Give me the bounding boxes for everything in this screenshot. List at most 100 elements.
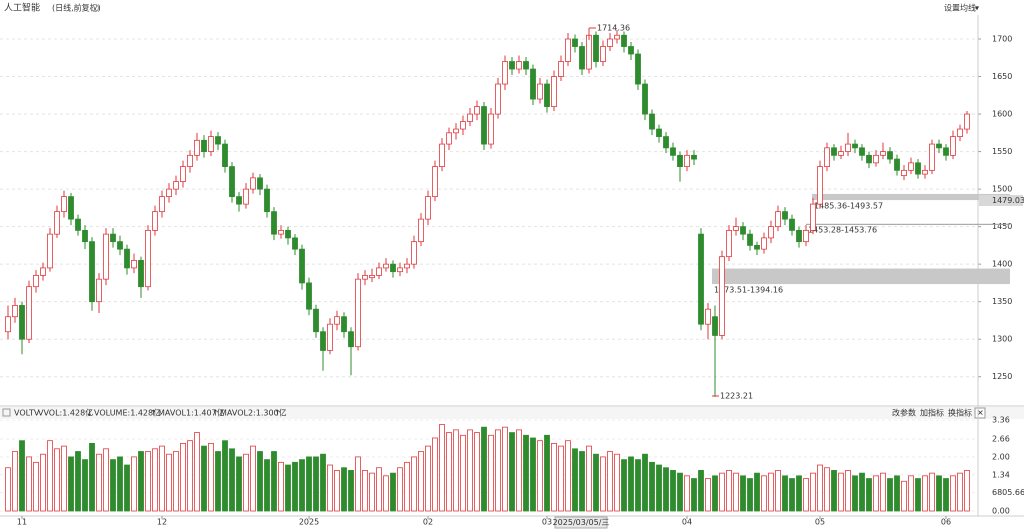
candle-body bbox=[775, 211, 781, 228]
candle-body bbox=[278, 229, 284, 235]
indicator-button[interactable]: 改参数 bbox=[892, 408, 916, 418]
candle-body bbox=[663, 136, 669, 149]
volume-bar bbox=[61, 445, 67, 512]
y-tick-label: 1350 bbox=[992, 297, 1012, 306]
volume-bar bbox=[383, 475, 389, 512]
trend-arrow: ↓ bbox=[86, 409, 93, 418]
volume-bar bbox=[68, 456, 74, 512]
candle-body bbox=[530, 68, 536, 100]
indicator-button[interactable]: 加指标 bbox=[920, 408, 944, 418]
volume-bar bbox=[229, 448, 235, 512]
candle-body bbox=[180, 166, 186, 183]
volume-bar bbox=[516, 429, 522, 512]
candle-body bbox=[362, 275, 368, 280]
candle-body bbox=[726, 229, 732, 258]
volume-bar bbox=[698, 470, 704, 512]
zone-label: 1373.51-1394.16 bbox=[714, 286, 783, 295]
candle-body bbox=[572, 38, 578, 47]
volume-bar bbox=[327, 464, 333, 512]
candle-body bbox=[656, 128, 662, 137]
candle-body bbox=[684, 154, 690, 167]
volume-bar bbox=[740, 475, 746, 512]
volume-bar bbox=[180, 442, 186, 512]
candle-body bbox=[376, 267, 382, 276]
y2-tick-label: 0.00 bbox=[992, 507, 1010, 516]
candle-body bbox=[628, 46, 634, 55]
settings-icon[interactable] bbox=[91, 4, 99, 12]
settings-button[interactable]: 设置均线 bbox=[944, 3, 976, 13]
volume-bar bbox=[663, 467, 669, 512]
close-button[interactable] bbox=[974, 407, 986, 419]
volume-bar bbox=[19, 440, 25, 512]
candle-body bbox=[635, 53, 641, 85]
candle-body bbox=[761, 237, 767, 250]
candle-body bbox=[544, 83, 550, 107]
trend-arrow: ↑ bbox=[274, 409, 281, 418]
candle-body bbox=[89, 241, 95, 303]
volume-bar bbox=[922, 475, 928, 512]
volume-bar bbox=[40, 453, 46, 512]
indicator-value: VVOL:1.428亿 bbox=[38, 408, 93, 418]
candle-body bbox=[334, 316, 340, 325]
volume-bar bbox=[915, 478, 921, 512]
volume-bar bbox=[537, 440, 543, 512]
candle-body bbox=[873, 154, 879, 164]
volume-bar bbox=[173, 451, 179, 512]
candle-body bbox=[131, 260, 137, 269]
x-tick-label: 05 bbox=[815, 518, 825, 527]
candle-body bbox=[817, 166, 823, 205]
x-tick-label: 06 bbox=[941, 518, 951, 527]
peak-label: 1714.36 bbox=[597, 24, 630, 33]
volume-bar bbox=[768, 472, 774, 512]
trend-arrow: ↑ bbox=[150, 409, 157, 418]
candle-body bbox=[313, 308, 319, 333]
volume-bar bbox=[495, 429, 501, 512]
candle-body bbox=[327, 323, 333, 351]
volume-bar bbox=[677, 472, 683, 512]
candle-body bbox=[747, 233, 753, 246]
candle-body bbox=[257, 177, 263, 190]
candle-body bbox=[523, 61, 529, 70]
candle-body bbox=[537, 83, 543, 100]
volume-bar bbox=[957, 472, 963, 512]
volume-bar bbox=[33, 461, 39, 512]
candle-body bbox=[950, 136, 956, 156]
candle-body bbox=[593, 34, 599, 62]
volume-bar bbox=[208, 442, 214, 512]
candle-body bbox=[320, 331, 326, 351]
volume-bar bbox=[530, 437, 536, 512]
candle-body bbox=[54, 211, 60, 235]
candle-body bbox=[47, 233, 53, 269]
candle-body bbox=[152, 211, 158, 231]
dropdown-arrow: ▾ bbox=[975, 4, 979, 13]
candle-body bbox=[432, 166, 438, 198]
volume-bar bbox=[964, 470, 970, 512]
candle-body bbox=[733, 226, 739, 231]
candle-body bbox=[586, 34, 592, 70]
volume-bar bbox=[96, 453, 102, 512]
candle-body bbox=[390, 263, 396, 273]
candle-body bbox=[796, 229, 802, 243]
candle-body bbox=[145, 229, 151, 288]
volume-bar bbox=[47, 440, 53, 512]
volume-bar bbox=[670, 470, 676, 512]
candle-body bbox=[838, 151, 844, 156]
volume-bar bbox=[523, 434, 529, 512]
candle-body bbox=[26, 286, 32, 340]
price-marker-bg bbox=[979, 195, 1023, 206]
candle-body bbox=[705, 308, 711, 325]
candle-body bbox=[642, 83, 648, 115]
collapse-icon[interactable] bbox=[2, 408, 11, 417]
candle-body bbox=[117, 241, 123, 250]
candle-body bbox=[782, 211, 788, 220]
y-tick-label: 1650 bbox=[992, 72, 1012, 81]
volume-bar bbox=[348, 470, 354, 512]
zone bbox=[712, 268, 1010, 285]
crosshair-bg bbox=[554, 516, 608, 529]
candle-body bbox=[124, 248, 130, 269]
candle-body bbox=[677, 154, 683, 167]
volume-bar bbox=[936, 475, 942, 512]
volume-bar bbox=[565, 440, 571, 512]
indicator-button[interactable]: 换指标 bbox=[948, 408, 972, 418]
candle-body bbox=[173, 181, 179, 190]
